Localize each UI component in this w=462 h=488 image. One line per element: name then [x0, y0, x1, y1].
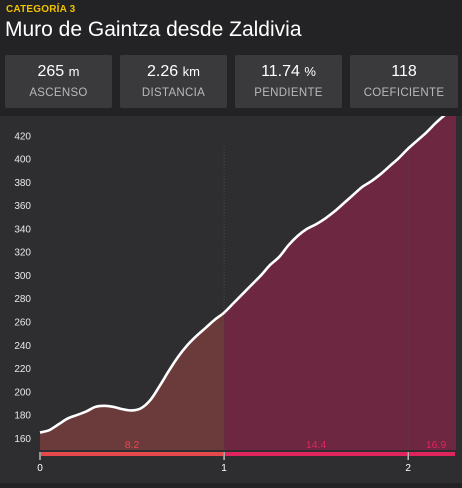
stat-distance-unit: km	[182, 64, 200, 79]
gradient-segment-bar-2	[225, 452, 408, 456]
elevation-profile-chart[interactable]: 160 180 200 220 240 260 280 300 320 340 360 380 400 4…	[0, 104, 462, 483]
y-tick-label-3: 220	[14, 364, 31, 375]
gradient-segment-label-3: 16.9	[426, 439, 447, 451]
stat-coefficient-value: 118	[391, 63, 417, 80]
y-tick-label-7: 300	[14, 271, 31, 282]
gradient-segment-label-1: 8.2	[125, 439, 140, 451]
category-label: CATEGORÍA 3	[6, 4, 76, 15]
y-tick-label-13: 420	[14, 131, 31, 142]
y-tick-label-8: 320	[14, 248, 31, 259]
stat-coefficient: 118 COEFICIENTE	[350, 55, 458, 108]
stat-ascent-value: 265	[37, 63, 65, 80]
stat-gradient-value: 11.74	[261, 63, 300, 80]
stat-gradient-label: PENDIENTE	[254, 87, 323, 99]
stat-distance: 2.26 km DISTANCIA	[120, 55, 227, 108]
stat-ascent-unit: m	[68, 64, 80, 79]
gradient-segment-bar-3	[409, 452, 455, 456]
climb-title: Muro de Gaintza desde Zaldivia	[5, 18, 302, 41]
y-tick-label-0: 160	[14, 434, 31, 445]
y-tick-label-6: 280	[14, 294, 31, 305]
elevation-line	[39, 104, 457, 434]
area-fill-segment-2	[224, 116, 456, 450]
stat-ascent-label: ASCENSO	[29, 87, 88, 99]
stat-ascent: 265 m ASCENSO	[5, 55, 112, 108]
stat-coefficient-label: COEFICIENTE	[363, 87, 445, 99]
stat-gradient: 11.74 % PENDIENTE	[235, 55, 342, 108]
x-tick-label-0: 0	[37, 463, 43, 474]
stat-distance-label: DISTANCIA	[141, 87, 206, 99]
gradient-segment-label-2: 14.4	[306, 439, 327, 451]
stat-gradient-unit: %	[304, 64, 316, 79]
y-tick-label-1: 180	[14, 411, 31, 422]
area-fill-segment-1	[40, 312, 225, 450]
y-tick-label-9: 340	[14, 224, 31, 235]
y-tick-label-11: 380	[14, 178, 31, 189]
stats-row: 265 m ASCENSO 2.26 km DISTANCIA 11.74 % …	[5, 55, 458, 108]
stat-distance-value: 2.26	[147, 63, 179, 80]
x-tick-label-1: 1	[221, 463, 227, 474]
y-tick-label-2: 200	[14, 387, 31, 398]
y-tick-label-5: 260	[14, 317, 31, 328]
y-tick-label-10: 360	[14, 201, 31, 212]
x-tick-label-2: 2	[405, 463, 411, 474]
gradient-segment-bar-1	[41, 452, 224, 456]
y-tick-label-4: 240	[14, 341, 31, 352]
elevation-chart-panel: 160 180 200 220 240 260 280 300 320 340 360 380 400 4…	[0, 104, 462, 483]
y-tick-label-12: 400	[14, 155, 31, 166]
